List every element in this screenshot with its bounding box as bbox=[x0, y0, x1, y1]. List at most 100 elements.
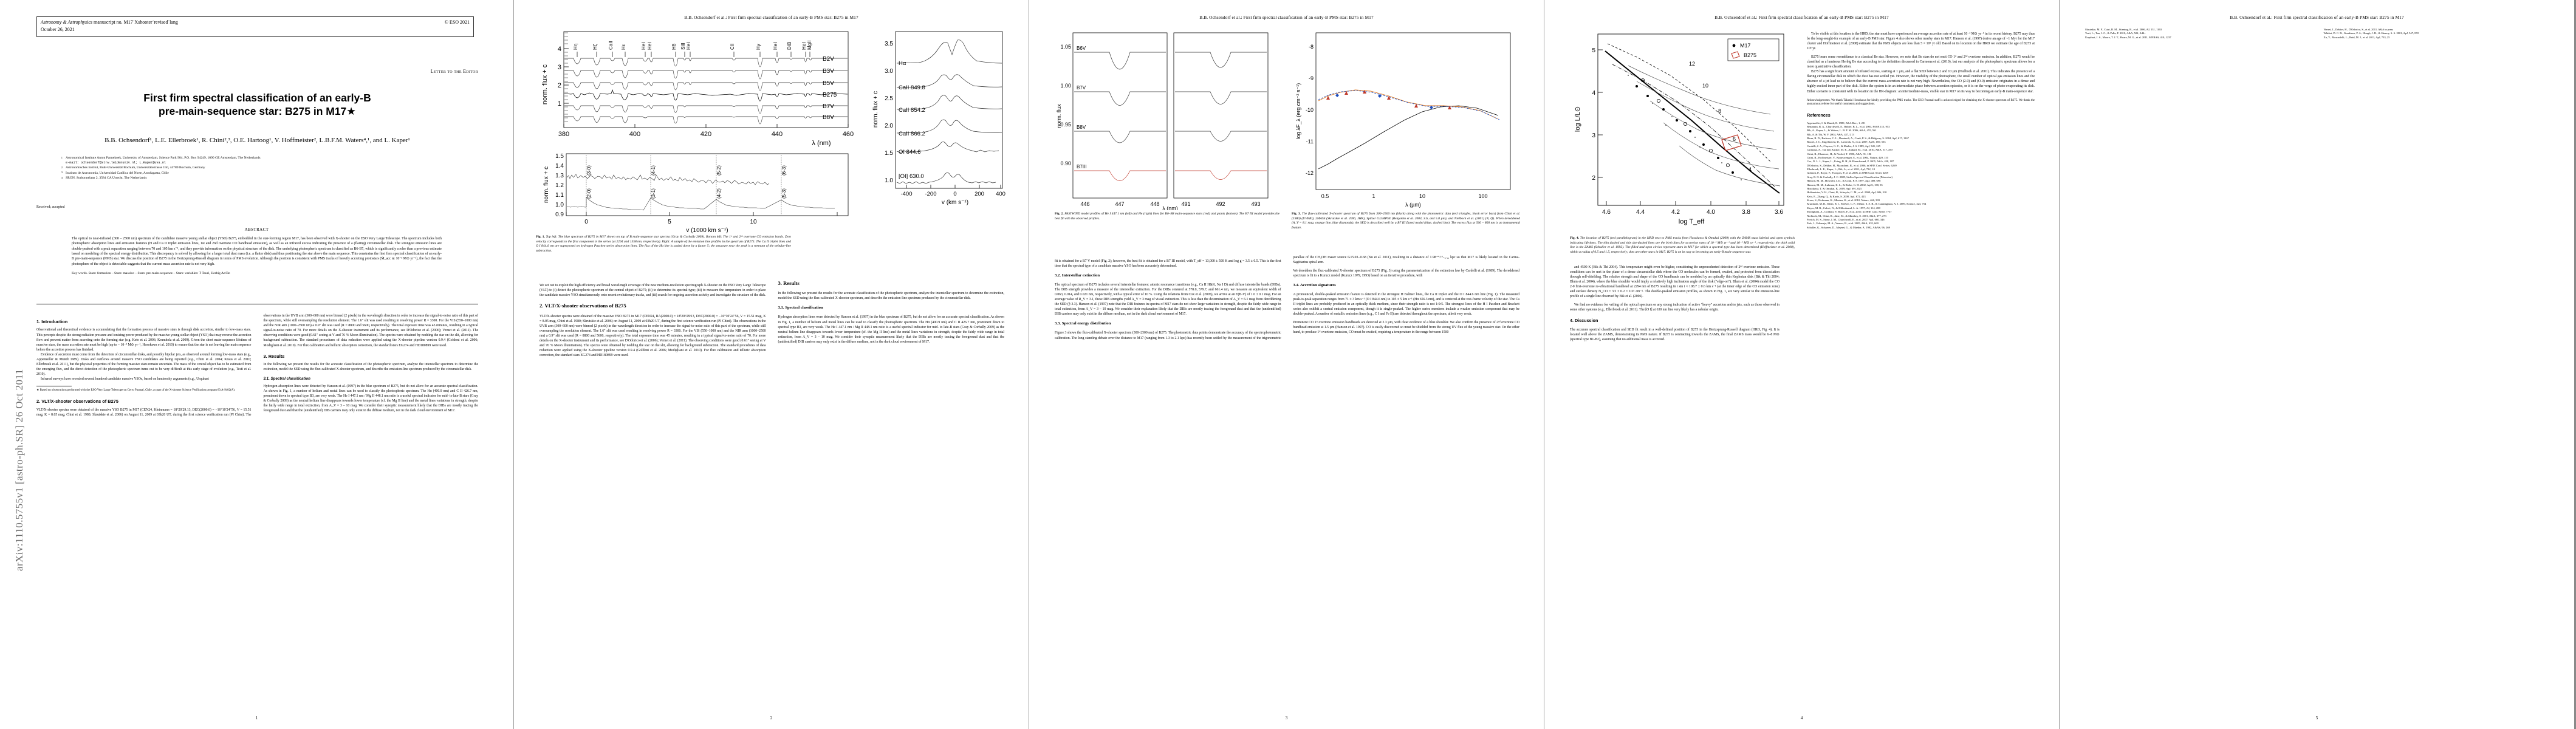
section-heading-observations: 2. VLT/X-shooter observations of B275 bbox=[36, 399, 118, 405]
svg-text:1: 1 bbox=[558, 100, 561, 108]
reference-item: Hanson, M. M., Luhman, K. L., & Rieke, G… bbox=[1807, 183, 1883, 187]
page-number: 2 bbox=[770, 716, 773, 720]
reference-item: Carmona, A., van den Ancker, M. E., Auda… bbox=[1807, 148, 1893, 152]
page4-left-column: and 4500 K (Bik & Thi 2004). This temper… bbox=[1570, 261, 1780, 707]
paragraph: Figure 3 shows the flux-calibrated X-sho… bbox=[1055, 256, 1519, 340]
panelC-xlabel: v (km s⁻¹) bbox=[942, 199, 968, 206]
svg-text:0.90: 0.90 bbox=[1060, 160, 1071, 166]
reference-item: Keto, E., Zhang, Q., & Kurtz, S. 2008, A… bbox=[1807, 194, 1866, 198]
line-label: OI 844.6 bbox=[899, 149, 920, 156]
reference-item: Vernet, J., Dekker, H., D'Odorico, S., e… bbox=[2323, 28, 2394, 31]
figure-1-caption-text: Top left: The blue spectrum of B275 in M… bbox=[536, 235, 792, 253]
footnote: ★ Based on observations performed with t… bbox=[36, 389, 236, 392]
bandhead-label: (2-0) bbox=[586, 188, 592, 199]
svg-text:-12: -12 bbox=[1306, 170, 1314, 176]
reference-item: Goldoni, P., Royer, F., François, P., et… bbox=[1807, 171, 1888, 175]
section-heading-spectral-classification: 3.1. Spectral classification bbox=[263, 377, 310, 382]
reference-item: Puls, J., Urbaneja, M. A., Venero, R., e… bbox=[1807, 222, 1879, 225]
paragraph: Prominent CO 1ˢᵗ overtone emission bandh… bbox=[1293, 321, 1520, 335]
reference-item: Krumholz, M. R., Klein, R. I., McKee, C.… bbox=[1807, 202, 1927, 206]
paragraph: Hydrogen absorption lines were detected … bbox=[778, 315, 1005, 344]
paragraph: Hydrogen absorption lines were detected … bbox=[263, 385, 479, 413]
panelA-series-labels: B2V B3V B5V B275 B7V B8V bbox=[823, 56, 837, 121]
panelA-ylabel: norm. flux + c bbox=[541, 64, 549, 104]
reference-item: Urquhart, J. S., Moore, T. J. T., Hoare,… bbox=[2085, 35, 2171, 39]
panelA-xlabel: λ (nm) bbox=[812, 140, 831, 147]
svg-text:10: 10 bbox=[750, 219, 757, 225]
paragraph: The accurate spectral classification and… bbox=[1570, 328, 1780, 342]
figure-1-label: Fig. 1. bbox=[536, 235, 545, 239]
paragraph: B275 bears some resemblance to a classic… bbox=[1807, 55, 2035, 69]
figure-3-caption: Fig. 3. The flux-calibrated X-shooter sp… bbox=[1292, 212, 1520, 230]
series-label: B2V bbox=[823, 56, 834, 63]
svg-text:4.0: 4.0 bbox=[1707, 209, 1715, 216]
reference-list-continued: Skrutskie, M. F., Cutri, R. M., Stiening… bbox=[2085, 28, 2550, 39]
svg-text:Hγ: Hγ bbox=[756, 44, 761, 50]
svg-text:2.5: 2.5 bbox=[885, 95, 893, 102]
affiliation-index: 2 bbox=[61, 165, 63, 169]
svg-text:CaII: CaII bbox=[608, 41, 614, 50]
svg-text:1.00: 1.00 bbox=[1060, 83, 1071, 89]
svg-text:log λF_λ (erg cm⁻² s⁻¹): log λF_λ (erg cm⁻² s⁻¹) bbox=[1295, 83, 1301, 140]
figure-3: -8 -9 -10 -11 -12 log λF_λ (erg cm⁻² s⁻¹) 0… bbox=[1292, 28, 1520, 235]
page-number: 1 bbox=[255, 716, 258, 720]
page-2: B.B. Ochsendorf et al.: First firm spect… bbox=[513, 0, 1029, 729]
abstract: ABSTRACT The optical to near-infrared (3… bbox=[72, 227, 442, 276]
reference-item: D'Odorico, S., Dekker, H., Mazzoleni, R.… bbox=[1807, 163, 1897, 167]
reference-item: Appenzeller, I. & Mundt, R. 1989, A&A Re… bbox=[1807, 121, 1866, 125]
arxiv-stamp: arXiv:1110.5755v1 [astro-ph.SR] 26 Oct 2… bbox=[13, 369, 25, 571]
figure-4-label: Fig. 4. bbox=[1570, 236, 1579, 240]
svg-text:1.2: 1.2 bbox=[555, 182, 564, 189]
svg-text:4.4: 4.4 bbox=[1636, 209, 1645, 216]
reference-item: Blum, R. D., Barbosa, C. L., Damineli, A… bbox=[1807, 137, 1909, 140]
svg-text:4: 4 bbox=[1592, 90, 1595, 97]
letter-to-editor-label: Letter to the Editor bbox=[430, 69, 478, 74]
reference-item: Testi, L., Tan, J. C., & Palla, F. 2010,… bbox=[2085, 32, 2146, 35]
svg-text:2: 2 bbox=[1592, 175, 1595, 182]
bandhead-label: (6-3) bbox=[781, 165, 787, 176]
svg-text:norm. flux: norm. flux bbox=[1056, 104, 1062, 128]
bandhead-label: (3-1) bbox=[651, 188, 656, 199]
svg-text:HeI: HeI bbox=[647, 43, 653, 50]
affiliation-index: 4 bbox=[61, 176, 63, 179]
svg-text:447: 447 bbox=[1115, 201, 1124, 207]
page2-body: We set out to exploit the high efficienc… bbox=[540, 279, 1004, 707]
svg-text:420: 420 bbox=[701, 131, 711, 138]
svg-text:3.6: 3.6 bbox=[1775, 209, 1783, 216]
page-title: First firm spectral classification of an… bbox=[36, 91, 478, 118]
svg-text:Hζ: Hζ bbox=[592, 44, 598, 50]
svg-text:-11: -11 bbox=[1306, 139, 1314, 145]
series-label: B8V bbox=[823, 114, 834, 121]
affiliation-item: 2 Astronomisches Institut, Ruhr-Universit… bbox=[58, 165, 471, 171]
legend-label-b275: B275 bbox=[1744, 52, 1756, 58]
affiliation-item: 1 Astronomical Institute Anton Pannekoek,… bbox=[58, 156, 471, 161]
line-label: CaII 849.8 bbox=[899, 84, 925, 91]
paragraph: and 4500 K (Bik & Thi 2004). This temper… bbox=[1570, 265, 1780, 299]
svg-text:CII: CII bbox=[730, 44, 735, 50]
page-4: B.B. Ochsendorf et al.: First firm spect… bbox=[1544, 0, 2059, 729]
bandhead-label: (4-2) bbox=[716, 188, 722, 199]
svg-text:Hη: Hη bbox=[573, 44, 578, 50]
svg-text:HeI: HeI bbox=[686, 43, 691, 50]
affiliation-index: 1 bbox=[61, 156, 63, 159]
svg-text:3.0: 3.0 bbox=[885, 68, 893, 75]
svg-text:1.5: 1.5 bbox=[885, 150, 893, 157]
reference-item: Schaller, G., Schaerer, D., Meynet, G., … bbox=[1807, 225, 1890, 229]
page4-right-column: To be visible at this location in the HR… bbox=[1807, 28, 2035, 707]
panelB-ylabel: norm. flux + c bbox=[543, 166, 550, 203]
affiliation-text: Astronomical Institute Anton Pannekoek, … bbox=[66, 156, 261, 160]
paragraph: In the following we present the results … bbox=[263, 363, 479, 372]
affiliations: 1 Astronomical Institute Anton Pannekoek,… bbox=[58, 156, 471, 181]
track-label: 6 bbox=[1733, 136, 1736, 142]
b275-marker bbox=[1721, 134, 1742, 151]
svg-text:0.9: 0.9 bbox=[555, 211, 564, 218]
track-label: 10 bbox=[1702, 83, 1708, 89]
svg-text:1.5: 1.5 bbox=[555, 153, 564, 160]
reference-item: Xu, Y., Moscadelli, L., Reid, M. J., et … bbox=[2323, 35, 2390, 39]
figure-2-label: Fig. 2. bbox=[1055, 212, 1064, 216]
acknowledgements: Acknowledgements. We thank Takashi Hosok… bbox=[1807, 99, 2035, 108]
section-heading-accretion: 3.4. Accretion signatures bbox=[1293, 282, 1336, 287]
svg-text:2.0: 2.0 bbox=[885, 123, 893, 129]
bandhead-label: (3-0) bbox=[586, 165, 592, 176]
